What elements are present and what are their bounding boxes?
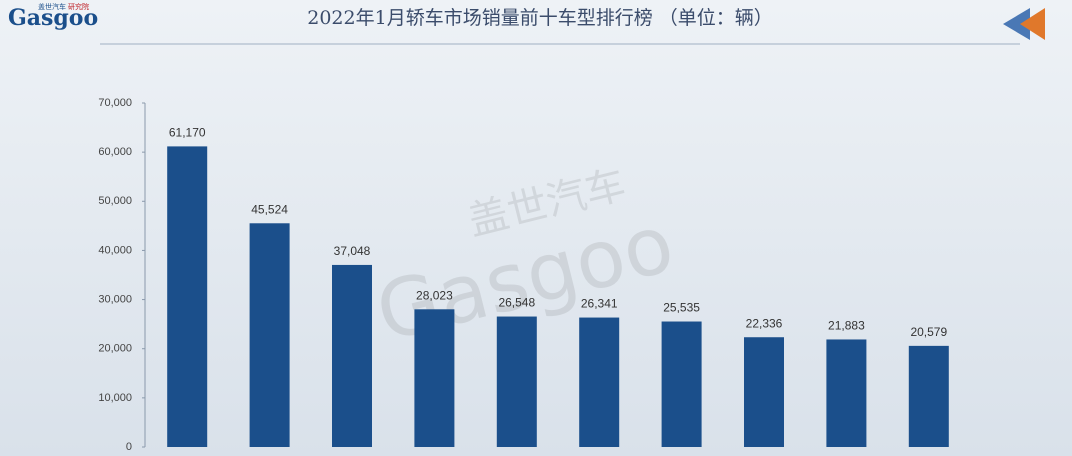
bar	[249, 223, 290, 447]
value-label: 45,524	[251, 202, 288, 216]
bar	[744, 337, 784, 447]
y-tick-label: 20,000	[98, 343, 132, 355]
y-tick-label: 70,000	[98, 97, 132, 109]
nav-arrow	[1020, 8, 1045, 40]
y-tick-label: 30,000	[98, 293, 132, 305]
value-label: 61,170	[169, 126, 206, 140]
value-label: 28,023	[416, 288, 453, 302]
logo-tagline: 盖世汽车	[38, 2, 66, 11]
logo-tagline: 研究院	[68, 2, 89, 11]
value-label: 20,579	[910, 325, 947, 339]
bar	[826, 339, 867, 447]
bar	[579, 317, 620, 447]
value-label: 25,535	[663, 301, 700, 315]
bar	[908, 345, 949, 447]
chart-title: 2022年1月轿车市场销量前十车型排行榜 （单位：辆）	[307, 7, 772, 29]
y-tick-label: 60,000	[98, 146, 132, 158]
logo: Gasgoo	[8, 5, 98, 31]
y-tick-label: 10,000	[98, 392, 132, 404]
value-label: 37,048	[334, 244, 371, 258]
value-label: 26,548	[498, 296, 535, 310]
bar	[661, 321, 702, 447]
bar	[414, 309, 455, 447]
y-tick-label: 0	[126, 441, 132, 453]
nav-arrow	[1003, 8, 1030, 40]
bar	[167, 146, 208, 448]
value-label: 26,341	[581, 297, 618, 311]
y-tick-label: 50,000	[98, 195, 132, 207]
bar	[496, 316, 537, 447]
value-label: 22,336	[746, 316, 783, 330]
y-tick-label: 40,000	[98, 244, 132, 256]
bar	[332, 264, 372, 447]
value-label: 21,883	[828, 319, 865, 333]
